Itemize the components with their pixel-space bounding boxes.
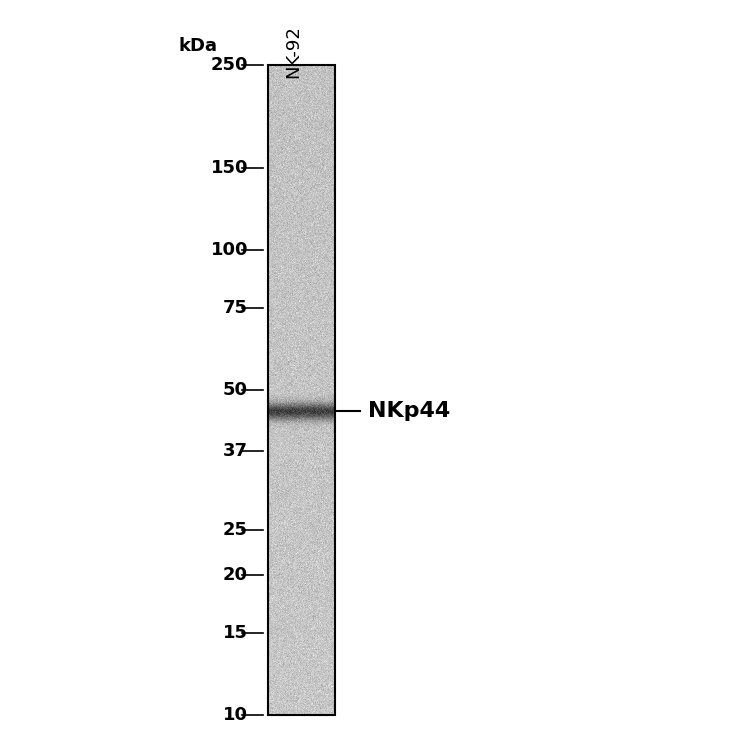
Text: 150: 150 [211, 159, 248, 177]
Text: 250: 250 [211, 56, 248, 74]
Text: 100: 100 [211, 241, 248, 259]
Text: 75: 75 [223, 299, 248, 317]
Text: NKp44: NKp44 [368, 401, 450, 422]
Text: NK-92: NK-92 [284, 26, 302, 79]
Text: 50: 50 [223, 381, 248, 399]
Text: 37: 37 [223, 442, 248, 460]
Text: 15: 15 [223, 624, 248, 642]
Text: 10: 10 [223, 706, 248, 724]
Text: kDa: kDa [178, 37, 217, 55]
Text: 25: 25 [223, 521, 248, 539]
Bar [268, 65, 335, 715]
Text: 20: 20 [223, 566, 248, 584]
